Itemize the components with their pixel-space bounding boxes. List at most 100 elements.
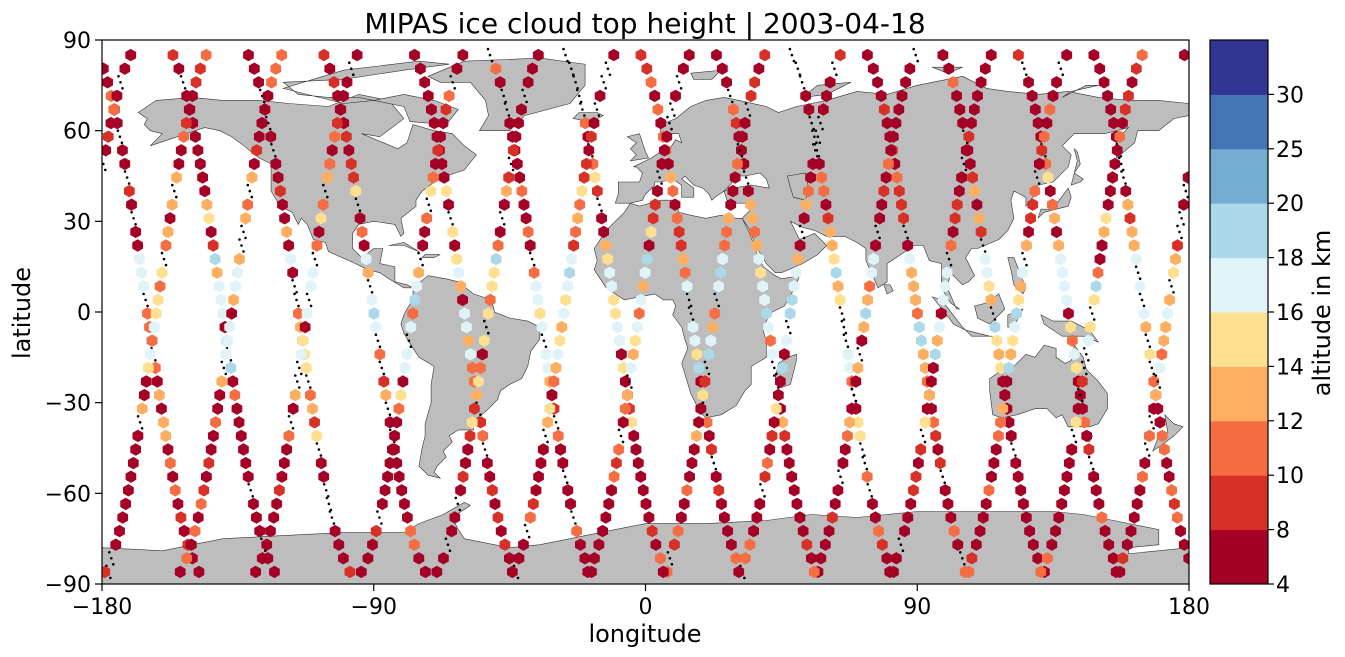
cloud-top-point: [974, 524, 986, 538]
cloud-top-point: [893, 103, 905, 116]
cloud-top-point: [536, 320, 548, 334]
cloud-top-point: [382, 470, 393, 483]
cloud-top-point: [242, 470, 254, 483]
no-cloud-point: [1088, 306, 1092, 309]
land-polygon: [400, 275, 541, 479]
cloud-top-point: [606, 484, 617, 497]
cloud-top-point: [603, 497, 615, 511]
cloud-top-point: [613, 443, 625, 456]
no-cloud-point: [120, 141, 124, 144]
cloud-top-point: [233, 416, 245, 429]
cloud-top-point: [928, 361, 939, 375]
cloud-top-point: [443, 89, 455, 103]
cloud-top-point: [162, 443, 174, 456]
no-cloud-point: [572, 516, 575, 519]
cloud-top-point: [762, 456, 773, 470]
cloud-top-point: [420, 565, 431, 579]
no-cloud-point: [866, 483, 869, 486]
cloud-top-point: [181, 552, 193, 565]
cloud-top-point: [600, 511, 612, 524]
cloud-top-point: [348, 171, 359, 184]
cloud-top-point: [923, 388, 935, 402]
cloud-top-point: [870, 239, 881, 252]
cloud-top-point: [956, 171, 967, 184]
no-cloud-point: [815, 141, 818, 144]
cloud-top-point: [798, 212, 810, 225]
cloud-top-point: [552, 348, 564, 361]
cloud-top-point: [899, 524, 910, 538]
no-cloud-point: [943, 481, 946, 485]
no-cloud-point: [1146, 339, 1150, 343]
cloud-top-point: [285, 252, 296, 266]
no-cloud-point: [740, 155, 744, 158]
no-cloud-point: [454, 496, 458, 500]
no-cloud-point: [427, 203, 431, 206]
cloud-top-point: [1005, 429, 1017, 443]
cloud-top-point: [1059, 280, 1070, 293]
cloud-top-point: [639, 266, 651, 279]
cloud-top-point: [315, 212, 327, 225]
no-cloud-point: [626, 374, 629, 377]
no-cloud-point: [861, 448, 864, 451]
cloud-top-point: [1007, 334, 1019, 347]
cloud-top-point: [1034, 157, 1045, 171]
cloud-top-point: [691, 429, 702, 443]
cloud-top-point: [816, 171, 827, 184]
no-cloud-point: [838, 306, 842, 309]
no-cloud-point: [485, 454, 489, 457]
cloud-top-point: [640, 497, 652, 511]
cloud-top-point: [887, 130, 899, 143]
cloud-top-point: [975, 76, 987, 89]
cloud-top-point: [671, 212, 683, 225]
cloud-top-point: [279, 456, 290, 470]
no-cloud-point: [516, 576, 520, 580]
no-cloud-point: [574, 81, 577, 84]
no-cloud-point: [591, 155, 594, 158]
cloud-top-point: [345, 157, 357, 171]
no-cloud-point: [1025, 73, 1028, 76]
no-cloud-point: [370, 291, 374, 294]
cloud-top-point: [632, 456, 644, 470]
cloud-top-point: [1038, 130, 1050, 143]
no-cloud-point: [378, 360, 382, 364]
cloud-top-point: [881, 116, 893, 130]
cloud-top-point: [579, 116, 591, 130]
no-cloud-point: [108, 551, 111, 554]
cloud-top-point: [681, 484, 693, 497]
cloud-top-point: [1107, 552, 1119, 565]
cloud-top-point: [635, 48, 647, 62]
cloud-top-point: [527, 497, 539, 511]
cloud-top-point: [562, 280, 573, 293]
no-cloud-point: [240, 224, 243, 228]
cloud-top-point: [608, 470, 620, 483]
no-cloud-point: [552, 415, 556, 418]
cloud-top-point: [194, 62, 206, 75]
no-cloud-point: [602, 81, 605, 84]
no-cloud-point: [264, 115, 268, 119]
no-cloud-point: [1136, 271, 1140, 275]
cloud-top-point: [647, 212, 659, 225]
no-cloud-point: [593, 102, 597, 105]
cloud-top-point: [537, 443, 549, 456]
no-cloud-point: [1023, 257, 1026, 261]
cloud-top-point: [281, 225, 292, 239]
cloud-top-point: [401, 348, 413, 361]
no-cloud-point: [173, 189, 176, 193]
no-cloud-point: [475, 401, 478, 405]
cloud-top-point: [564, 266, 575, 279]
cloud-top-point: [862, 293, 873, 307]
cloud-top-point: [164, 212, 176, 225]
cloud-top-point: [490, 62, 502, 75]
cloud-top-point: [870, 511, 881, 524]
cloud-top-point: [562, 484, 574, 497]
no-cloud-point: [378, 516, 381, 519]
cloud-top-point: [937, 293, 949, 307]
cloud-top-point: [1162, 307, 1173, 320]
no-cloud-point: [712, 461, 716, 465]
cloud-top-point: [902, 239, 913, 252]
cloud-top-point: [1053, 511, 1065, 524]
cloud-top-point: [1109, 157, 1121, 171]
no-cloud-point: [619, 434, 623, 438]
cloud-top-point: [270, 157, 282, 171]
no-cloud-point: [164, 263, 168, 267]
